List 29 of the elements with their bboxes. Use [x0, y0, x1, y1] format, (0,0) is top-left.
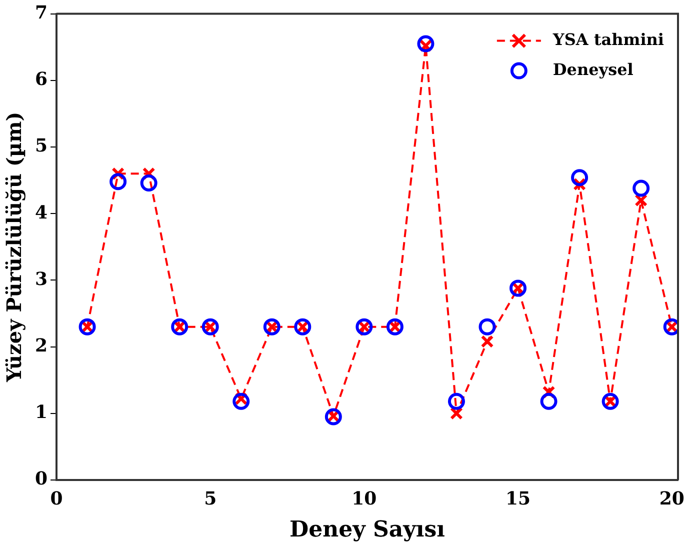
point: [448, 392, 465, 410]
y-axis-title: Yüzey Pürüzlülüğü (µm): [2, 112, 26, 384]
point: [540, 392, 558, 410]
x-tick-label: 10: [352, 488, 377, 510]
point: [140, 174, 158, 192]
x-tick-label: 5: [204, 488, 217, 510]
x-axis-title: Deney Sayısı: [289, 516, 446, 543]
y-tick-label: 4: [34, 202, 48, 224]
point: [632, 180, 650, 197]
y-tick-label: 2: [34, 335, 48, 356]
y-tick-label: 6: [34, 69, 48, 90]
point: [417, 35, 434, 52]
point: [478, 318, 496, 336]
y-tick-label: 5: [34, 136, 48, 157]
y-tick-label: 3: [34, 268, 48, 290]
x-tick-label: 15: [505, 488, 531, 510]
y-tick-label: 1: [34, 402, 48, 424]
point: [232, 392, 250, 410]
legend-label: YSA tahmini: [552, 30, 664, 49]
y-tick-label: 0: [34, 468, 48, 490]
point: [634, 194, 648, 207]
y-tick-label: 7: [34, 2, 48, 24]
legend-label: Deneysel: [552, 60, 634, 79]
point: [571, 169, 588, 186]
x-tick-label: 20: [659, 488, 684, 510]
point: [480, 335, 494, 348]
x-tick-label: 0: [50, 488, 63, 510]
point: [450, 406, 463, 420]
point: [110, 173, 127, 190]
